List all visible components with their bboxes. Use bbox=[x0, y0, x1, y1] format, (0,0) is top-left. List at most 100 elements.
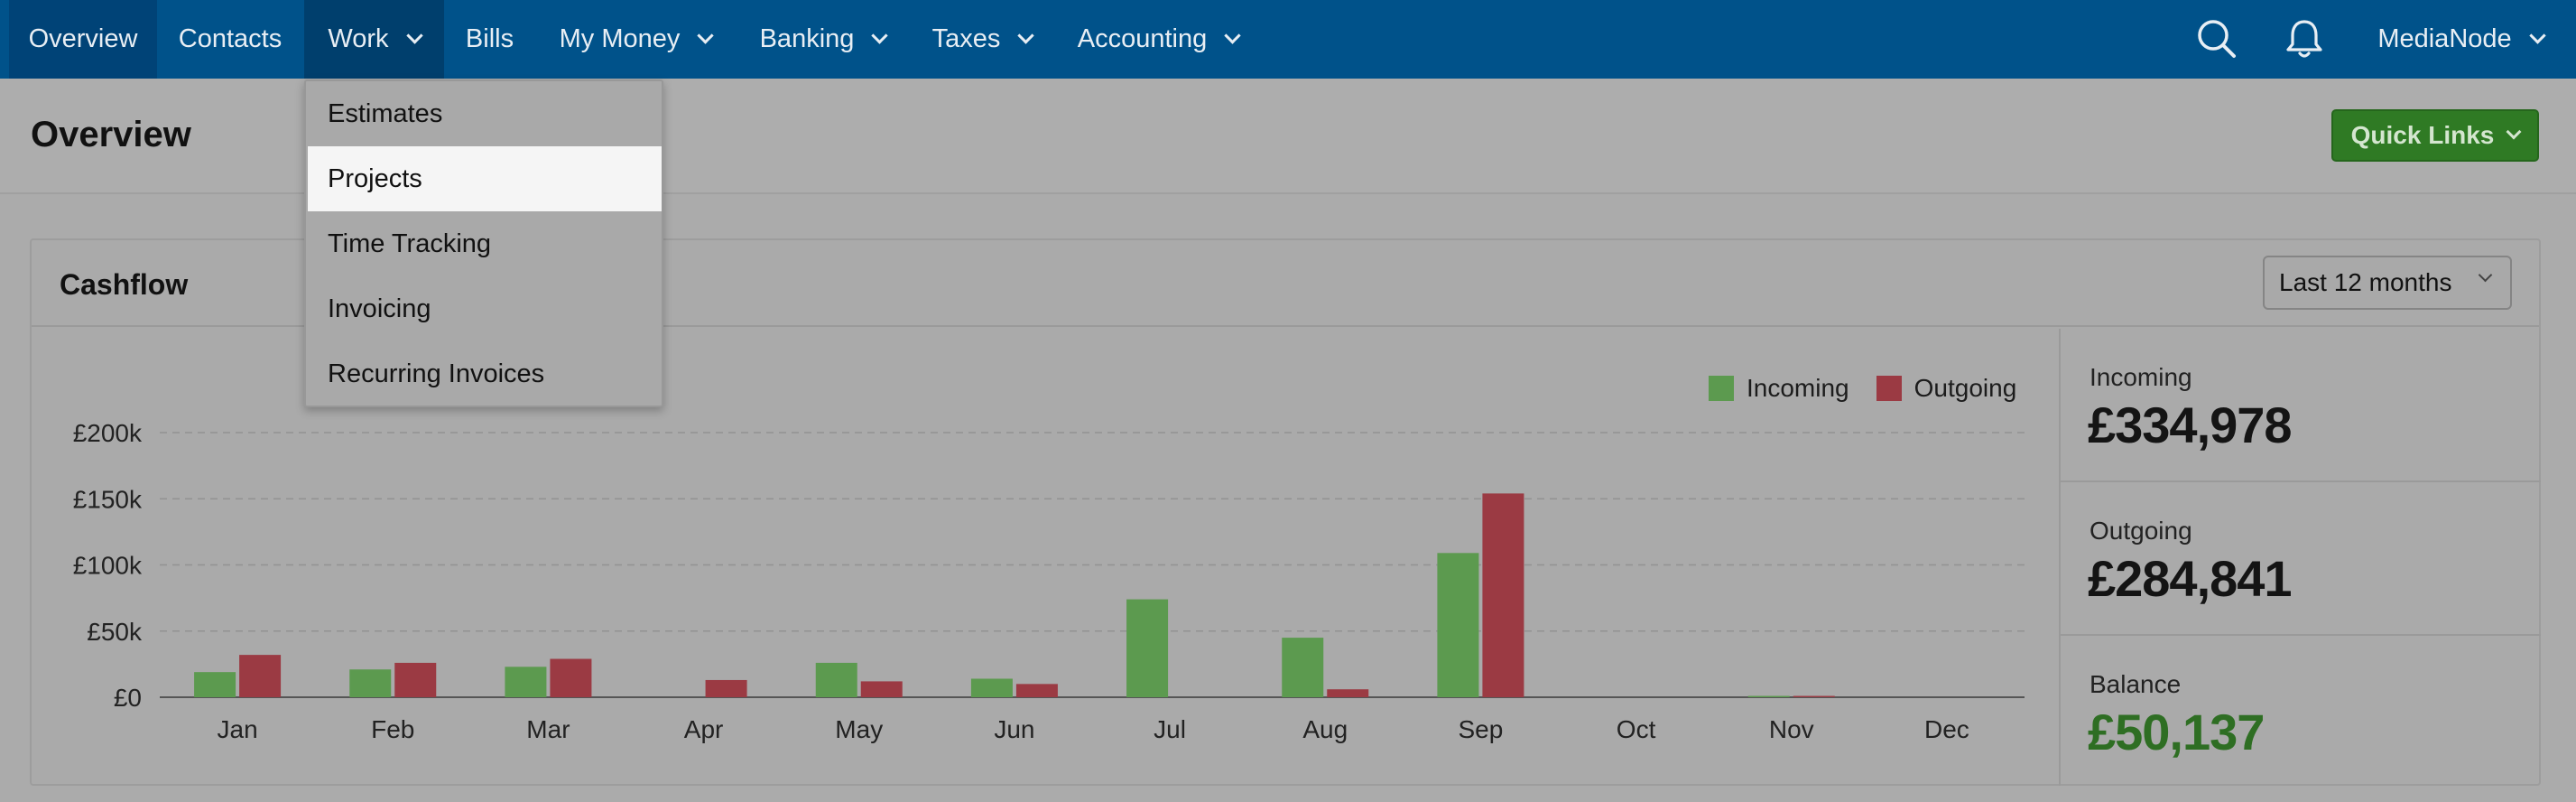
bar-incoming-may bbox=[815, 662, 857, 697]
bar-outgoing-jan bbox=[239, 655, 282, 697]
chevron-down-icon bbox=[1017, 27, 1035, 44]
stat-label: Balance bbox=[2090, 670, 2182, 698]
bar-incoming-mar bbox=[505, 667, 547, 697]
nav-item-label: Contacts bbox=[178, 24, 283, 53]
quick-links-button[interactable]: Quick Links bbox=[2331, 109, 2539, 162]
x-tick-label: Jan bbox=[218, 715, 258, 743]
bar-outgoing-nov bbox=[1793, 695, 1835, 697]
account-name: MediaNode bbox=[2377, 24, 2512, 53]
menu-item-label: Recurring Invoices bbox=[328, 359, 545, 388]
work-dropdown-menu: Estimates Projects Time Tracking Invoici… bbox=[304, 79, 663, 407]
nav-item-label: Overview bbox=[28, 24, 138, 53]
nav-item-label: Taxes bbox=[931, 24, 1001, 53]
x-tick-label: Jun bbox=[994, 715, 1034, 743]
nav-item-contacts[interactable]: Contacts bbox=[157, 0, 303, 79]
y-tick-label: £100k bbox=[73, 552, 143, 580]
menu-item-label: Estimates bbox=[328, 98, 443, 128]
bar-outgoing-jun bbox=[1015, 684, 1058, 697]
menu-item-label: Invoicing bbox=[328, 294, 431, 323]
legend-label-outgoing: Outgoing bbox=[1913, 374, 2017, 402]
menu-item-projects[interactable]: Projects bbox=[308, 146, 662, 211]
page-title: Overview bbox=[31, 115, 191, 154]
nav-item-label: Banking bbox=[759, 24, 855, 53]
bar-outgoing-may bbox=[860, 681, 903, 697]
bar-incoming-jul bbox=[1126, 599, 1169, 697]
x-tick-label: Jul bbox=[1154, 715, 1186, 743]
x-tick-label: Apr bbox=[684, 715, 724, 743]
stat-value: £334,978 bbox=[2088, 396, 2293, 453]
bar-incoming-feb bbox=[349, 669, 392, 697]
nav-item-my-money[interactable]: My Money bbox=[535, 0, 736, 79]
top-navigation: Overview Contacts Work Bills My Money Ba… bbox=[0, 0, 2576, 79]
nav-item-label: Accounting bbox=[1077, 24, 1208, 53]
x-tick-label: Oct bbox=[1617, 715, 1656, 743]
bar-incoming-sep bbox=[1437, 553, 1479, 697]
x-tick-label: Feb bbox=[371, 715, 414, 743]
legend-swatch-incoming bbox=[1709, 376, 1734, 401]
nav-item-bills[interactable]: Bills bbox=[444, 0, 535, 79]
nav-item-taxes[interactable]: Taxes bbox=[910, 0, 1054, 79]
stat-value: £284,841 bbox=[2088, 550, 2293, 607]
legend-label-incoming: Incoming bbox=[1747, 374, 1849, 402]
x-tick-label: Aug bbox=[1302, 715, 1348, 743]
stat-value: £50,137 bbox=[2088, 704, 2265, 760]
nav-item-work[interactable]: Work bbox=[304, 0, 444, 79]
nav-item-accounting[interactable]: Accounting bbox=[1054, 0, 1262, 79]
stat-outgoing: Outgoing £284,841 bbox=[2061, 482, 2541, 636]
nav-item-label: My Money bbox=[559, 24, 681, 53]
nav-item-banking[interactable]: Banking bbox=[736, 0, 910, 79]
menu-item-estimates[interactable]: Estimates bbox=[308, 81, 662, 146]
y-tick-label: £0 bbox=[114, 684, 142, 712]
nav-item-overview[interactable]: Overview bbox=[9, 0, 157, 79]
stat-incoming: Incoming £334,978 bbox=[2061, 329, 2541, 482]
stat-label: Incoming bbox=[2090, 363, 2192, 391]
cashflow-card: Cashflow Last 12 months Incoming Outgoin… bbox=[30, 238, 2541, 786]
bar-outgoing-sep bbox=[1482, 493, 1524, 697]
x-tick-label: Dec bbox=[1924, 715, 1969, 743]
bar-incoming-jan bbox=[194, 672, 236, 697]
date-range-select[interactable]: Last 12 months bbox=[2263, 256, 2512, 310]
bar-incoming-nov bbox=[1747, 695, 1790, 697]
cashflow-summary: Incoming £334,978 Outgoing £284,841 Bala… bbox=[2059, 329, 2541, 786]
chevron-down-icon bbox=[1224, 27, 1241, 44]
date-range-value: Last 12 months bbox=[2279, 268, 2452, 296]
y-tick-label: £150k bbox=[73, 485, 143, 513]
chart-plot: £0 £50k £100k £150k £200k Jan Feb Mar Apr May Jun J… bbox=[73, 419, 2025, 743]
search-icon[interactable] bbox=[2192, 14, 2241, 63]
chevron-down-icon bbox=[2528, 27, 2546, 44]
bar-incoming-jun bbox=[970, 678, 1013, 697]
chevron-down-icon bbox=[871, 27, 889, 44]
quick-links-label: Quick Links bbox=[2350, 121, 2495, 149]
nav-item-label: Bills bbox=[465, 24, 514, 53]
menu-item-invoicing[interactable]: Invoicing bbox=[308, 276, 662, 341]
bell-icon[interactable] bbox=[2280, 14, 2329, 63]
chart-legend: Incoming Outgoing bbox=[1709, 374, 2016, 403]
y-tick-label: £50k bbox=[87, 618, 143, 646]
chevron-down-icon bbox=[2478, 267, 2493, 283]
bar-outgoing-mar bbox=[550, 658, 592, 697]
stat-balance: Balance £50,137 bbox=[2061, 636, 2541, 789]
nav-item-label: Work bbox=[328, 24, 389, 53]
y-tick-label: £200k bbox=[73, 419, 143, 447]
menu-item-label: Time Tracking bbox=[328, 228, 492, 258]
bar-outgoing-apr bbox=[705, 679, 747, 697]
bar-outgoing-feb bbox=[394, 662, 437, 697]
x-tick-label: Sep bbox=[1459, 715, 1504, 743]
menu-item-time-tracking[interactable]: Time Tracking bbox=[308, 211, 662, 276]
cashflow-card-header: Cashflow Last 12 months bbox=[32, 240, 2539, 327]
menu-item-recurring-invoices[interactable]: Recurring Invoices bbox=[308, 341, 662, 406]
x-tick-label: May bbox=[835, 715, 883, 743]
chevron-down-icon bbox=[697, 27, 715, 44]
bar-incoming-aug bbox=[1282, 638, 1324, 697]
cashflow-chart: Incoming Outgoing £0 £50k £100k £150k £200k J… bbox=[32, 329, 2059, 786]
bar-outgoing-aug bbox=[1327, 689, 1369, 697]
legend-swatch-outgoing bbox=[1876, 376, 1902, 401]
account-menu[interactable]: MediaNode bbox=[2352, 0, 2569, 79]
chevron-down-icon bbox=[405, 27, 423, 44]
cashflow-title: Cashflow bbox=[60, 268, 189, 301]
menu-item-label: Projects bbox=[328, 163, 422, 193]
x-tick-label: Mar bbox=[526, 715, 570, 743]
x-tick-label: Nov bbox=[1769, 715, 1814, 743]
stat-label: Outgoing bbox=[2090, 517, 2192, 545]
chevron-down-icon bbox=[2506, 124, 2522, 140]
